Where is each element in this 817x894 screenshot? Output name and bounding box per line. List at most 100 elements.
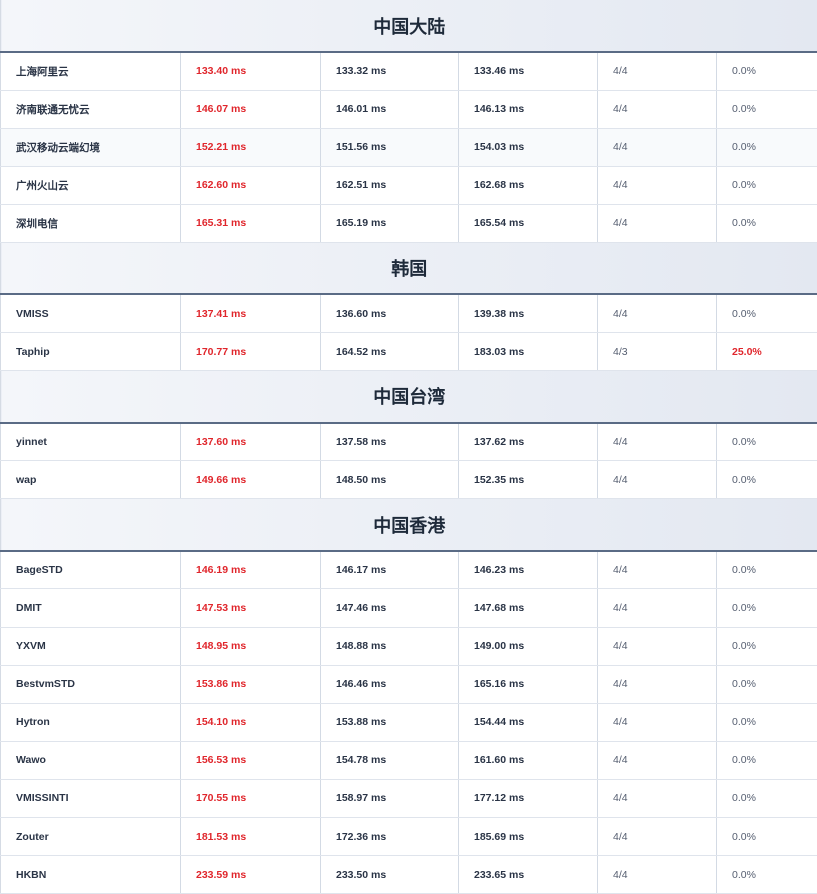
- table-row: Taphip 170.77 ms 164.52 ms 183.03 ms 4/3…: [1, 333, 817, 371]
- worst-latency: 183.03 ms: [459, 333, 598, 371]
- worst-latency: 147.68 ms: [459, 589, 598, 627]
- worst-latency: 177.12 ms: [459, 779, 598, 817]
- table-row: VMISS 137.41 ms 136.60 ms 139.38 ms 4/4 …: [1, 294, 817, 332]
- node-name: Hytron: [1, 703, 181, 741]
- avg-latency: 146.46 ms: [321, 665, 459, 703]
- worst-latency: 165.54 ms: [459, 204, 598, 242]
- node-name: DMIT: [1, 589, 181, 627]
- worst-latency: 139.38 ms: [459, 294, 598, 332]
- node-name: 上海阿里云: [1, 52, 181, 90]
- best-latency: 233.59 ms: [181, 856, 321, 894]
- packets-received: 4/4: [598, 856, 717, 894]
- packet-loss: 25.0%: [717, 333, 817, 371]
- best-latency: 152.21 ms: [181, 128, 321, 166]
- table-row: Wawo 156.53 ms 154.78 ms 161.60 ms 4/4 0…: [1, 741, 817, 779]
- packet-loss: 0.0%: [717, 856, 817, 894]
- table-row: yinnet 137.60 ms 137.58 ms 137.62 ms 4/4…: [1, 423, 817, 461]
- worst-latency: 154.03 ms: [459, 128, 598, 166]
- packet-loss: 0.0%: [717, 461, 817, 499]
- packet-loss: 0.0%: [717, 627, 817, 665]
- worst-latency: 185.69 ms: [459, 818, 598, 856]
- best-latency: 170.77 ms: [181, 333, 321, 371]
- section-header-row: 中国大陆: [1, 0, 817, 52]
- worst-latency: 233.65 ms: [459, 856, 598, 894]
- table-row: DMIT 147.53 ms 147.46 ms 147.68 ms 4/4 0…: [1, 589, 817, 627]
- table-row: 广州火山云 162.60 ms 162.51 ms 162.68 ms 4/4 …: [1, 166, 817, 204]
- packet-loss: 0.0%: [717, 703, 817, 741]
- best-latency: 165.31 ms: [181, 204, 321, 242]
- packet-loss: 0.0%: [717, 779, 817, 817]
- best-latency: 153.86 ms: [181, 665, 321, 703]
- section-title: 中国台湾: [1, 371, 817, 423]
- best-latency: 154.10 ms: [181, 703, 321, 741]
- packets-received: 4/4: [598, 779, 717, 817]
- packets-received: 4/4: [598, 52, 717, 90]
- packets-received: 4/4: [598, 166, 717, 204]
- section-title: 中国香港: [1, 499, 817, 551]
- worst-latency: 162.68 ms: [459, 166, 598, 204]
- node-name: Wawo: [1, 741, 181, 779]
- packets-received: 4/4: [598, 204, 717, 242]
- packet-loss: 0.0%: [717, 551, 817, 589]
- table-row: BageSTD 146.19 ms 146.17 ms 146.23 ms 4/…: [1, 551, 817, 589]
- packet-loss: 0.0%: [717, 294, 817, 332]
- node-name: VMISSINTI: [1, 779, 181, 817]
- packet-loss: 0.0%: [717, 90, 817, 128]
- avg-latency: 172.36 ms: [321, 818, 459, 856]
- best-latency: 137.41 ms: [181, 294, 321, 332]
- packets-received: 4/4: [598, 90, 717, 128]
- worst-latency: 161.60 ms: [459, 741, 598, 779]
- packets-received: 4/4: [598, 461, 717, 499]
- best-latency: 170.55 ms: [181, 779, 321, 817]
- avg-latency: 136.60 ms: [321, 294, 459, 332]
- node-name: HKBN: [1, 856, 181, 894]
- table-row: 上海阿里云 133.40 ms 133.32 ms 133.46 ms 4/4 …: [1, 52, 817, 90]
- avg-latency: 153.88 ms: [321, 703, 459, 741]
- worst-latency: 154.44 ms: [459, 703, 598, 741]
- section-header-row: 中国台湾: [1, 371, 817, 423]
- packets-received: 4/4: [598, 627, 717, 665]
- best-latency: 162.60 ms: [181, 166, 321, 204]
- avg-latency: 162.51 ms: [321, 166, 459, 204]
- node-name: yinnet: [1, 423, 181, 461]
- node-name: 武汉移动云端幻境: [1, 128, 181, 166]
- packets-received: 4/4: [598, 703, 717, 741]
- section-title: 中国大陆: [1, 0, 817, 52]
- packet-loss: 0.0%: [717, 52, 817, 90]
- worst-latency: 146.13 ms: [459, 90, 598, 128]
- packet-loss: 0.0%: [717, 166, 817, 204]
- worst-latency: 137.62 ms: [459, 423, 598, 461]
- node-name: VMISS: [1, 294, 181, 332]
- table-row: Hytron 154.10 ms 153.88 ms 154.44 ms 4/4…: [1, 703, 817, 741]
- node-name: BageSTD: [1, 551, 181, 589]
- section-header-row: 韩国: [1, 242, 817, 294]
- packet-loss: 0.0%: [717, 665, 817, 703]
- best-latency: 181.53 ms: [181, 818, 321, 856]
- packets-received: 4/4: [598, 423, 717, 461]
- avg-latency: 164.52 ms: [321, 333, 459, 371]
- node-name: 深圳电信: [1, 204, 181, 242]
- node-name: Taphip: [1, 333, 181, 371]
- table-row: 武汉移动云端幻境 152.21 ms 151.56 ms 154.03 ms 4…: [1, 128, 817, 166]
- table-row: 深圳电信 165.31 ms 165.19 ms 165.54 ms 4/4 0…: [1, 204, 817, 242]
- avg-latency: 148.88 ms: [321, 627, 459, 665]
- packets-received: 4/3: [598, 333, 717, 371]
- packet-loss: 0.0%: [717, 818, 817, 856]
- avg-latency: 148.50 ms: [321, 461, 459, 499]
- packet-loss: 0.0%: [717, 741, 817, 779]
- packets-received: 4/4: [598, 818, 717, 856]
- worst-latency: 146.23 ms: [459, 551, 598, 589]
- packet-loss: 0.0%: [717, 204, 817, 242]
- table-row: wap 149.66 ms 148.50 ms 152.35 ms 4/4 0.…: [1, 461, 817, 499]
- best-latency: 156.53 ms: [181, 741, 321, 779]
- node-name: 广州火山云: [1, 166, 181, 204]
- worst-latency: 149.00 ms: [459, 627, 598, 665]
- best-latency: 137.60 ms: [181, 423, 321, 461]
- avg-latency: 133.32 ms: [321, 52, 459, 90]
- node-name: 济南联通无忧云: [1, 90, 181, 128]
- best-latency: 148.95 ms: [181, 627, 321, 665]
- avg-latency: 146.01 ms: [321, 90, 459, 128]
- worst-latency: 152.35 ms: [459, 461, 598, 499]
- packet-loss: 0.0%: [717, 128, 817, 166]
